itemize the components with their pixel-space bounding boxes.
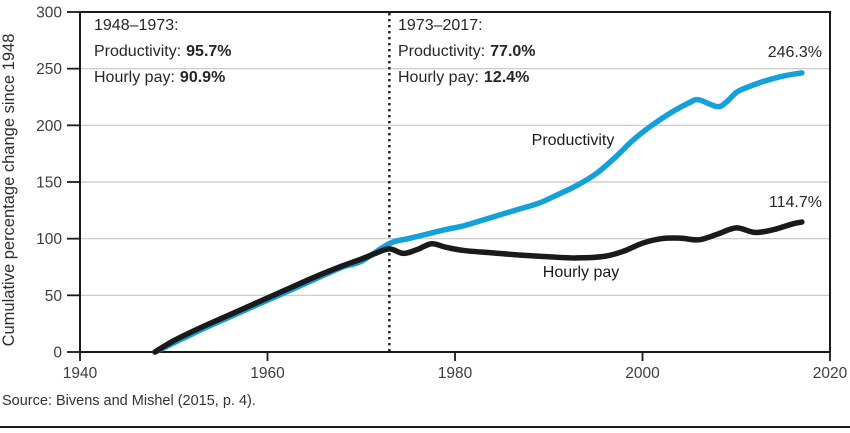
annotation-label: Hourly pay: — [94, 69, 175, 86]
annotation-1948-1973: 1948–1973: Productivity: 95.7% Hourly pay… — [94, 13, 232, 91]
annotation-value: 77.0% — [490, 43, 536, 60]
x-tick-label: 1940 — [63, 365, 98, 382]
hourly-pay-end-value: 114.7% — [768, 194, 822, 211]
productivity-series-label: Productivity — [531, 132, 615, 149]
annotation-label: Productivity: — [398, 43, 486, 60]
y-tick-label: 250 — [36, 61, 62, 78]
productivity-end-value: 246.3% — [767, 44, 822, 61]
y-tick-label: 50 — [45, 288, 63, 305]
hourly-pay-line — [152, 219, 805, 355]
annotation-value: 90.9% — [179, 69, 226, 86]
annotation-row-hourly-pay: Hourly pay: 12.4% — [398, 65, 536, 91]
annotation-label: Productivity: — [94, 43, 182, 60]
y-tick-label: 200 — [36, 118, 62, 135]
y-axis-title: Cumulative percentage change since 1948 — [0, 33, 18, 347]
x-tick-label: 2000 — [625, 365, 660, 382]
productivity-line — [152, 70, 805, 355]
annotation-label: Hourly pay: — [398, 69, 479, 86]
annotation-heading: 1973–2017: — [398, 17, 483, 34]
y-tick-label: 300 — [36, 5, 62, 22]
y-tick-label: 0 — [53, 345, 62, 362]
x-tick-label: 1980 — [438, 365, 473, 382]
annotation-row-productivity: Productivity: 77.0% — [398, 39, 536, 65]
y-tick-label: 150 — [36, 175, 62, 192]
annotation-row-hourly-pay: Hourly pay: 90.9% — [94, 65, 232, 91]
annotation-value: 12.4% — [483, 69, 530, 86]
y-tick-label: 100 — [36, 231, 62, 248]
x-tick-label: 2020 — [813, 365, 848, 382]
x-tick-label: 1960 — [250, 365, 285, 382]
annotation-value: 95.7% — [186, 43, 232, 60]
annotation-1973-2017: 1973–2017: Productivity: 77.0% Hourly pay… — [398, 13, 536, 91]
annotation-row-productivity: Productivity: 95.7% — [94, 39, 232, 65]
hourly-pay-series-label: Hourly pay — [542, 264, 620, 281]
source-citation: Source: Bivens and Mishel (2015, p. 4). — [2, 393, 256, 409]
annotation-heading: 1948–1973: — [94, 17, 179, 34]
bottom-divider — [0, 426, 850, 428]
